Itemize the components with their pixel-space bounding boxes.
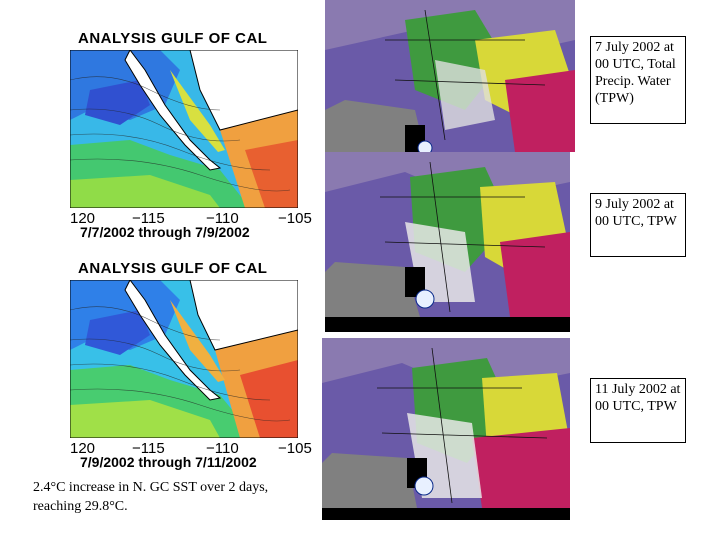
sst-map-1 xyxy=(70,50,298,208)
tpw-map-1 xyxy=(325,0,575,152)
tpw-image-1 xyxy=(325,0,575,152)
tpw-label-1: 7 July 2002 at 00 UTC, Total Precip. Wat… xyxy=(590,36,686,124)
sst-panel-1: ANALYSIS GULF OF CAL 120 −115 −110 −105 … xyxy=(70,28,315,240)
lon-tick: −105 xyxy=(278,210,312,227)
tpw-label-3: 11 July 2002 at 00 UTC, TPW xyxy=(590,378,686,443)
sst-map-2 xyxy=(70,280,298,438)
lon-tick: −110 xyxy=(206,210,239,227)
caption: 2.4°C increase in N. GC SST over 2 days,… xyxy=(33,480,269,514)
lon-tick: −115 xyxy=(132,440,165,457)
sst-title-1: ANALYSIS GULF OF CAL xyxy=(78,30,268,47)
sst-panel-2: ANALYSIS GULF OF CAL 120 −115 −110 −105 … xyxy=(70,258,315,470)
lon-tick: 120 xyxy=(70,210,96,227)
sst-title-2: ANALYSIS GULF OF CAL xyxy=(78,260,268,277)
tpw-label-2: 9 July 2002 at 00 UTC, TPW xyxy=(590,193,686,257)
tpw-map-2 xyxy=(325,152,570,332)
tpw-image-3 xyxy=(322,338,570,520)
lon-tick: −115 xyxy=(132,210,165,227)
lon-tick: −110 xyxy=(206,440,239,457)
sst-date-range-1: 7/7/2002 through 7/9/2002 xyxy=(80,224,250,240)
tpw-map-3 xyxy=(322,338,570,520)
tpw-image-2 xyxy=(325,152,570,332)
lon-tick: 120 xyxy=(70,440,96,457)
sst-date-range-2: 7/9/2002 through 7/11/2002 xyxy=(80,454,257,470)
lon-tick: −105 xyxy=(278,440,312,457)
